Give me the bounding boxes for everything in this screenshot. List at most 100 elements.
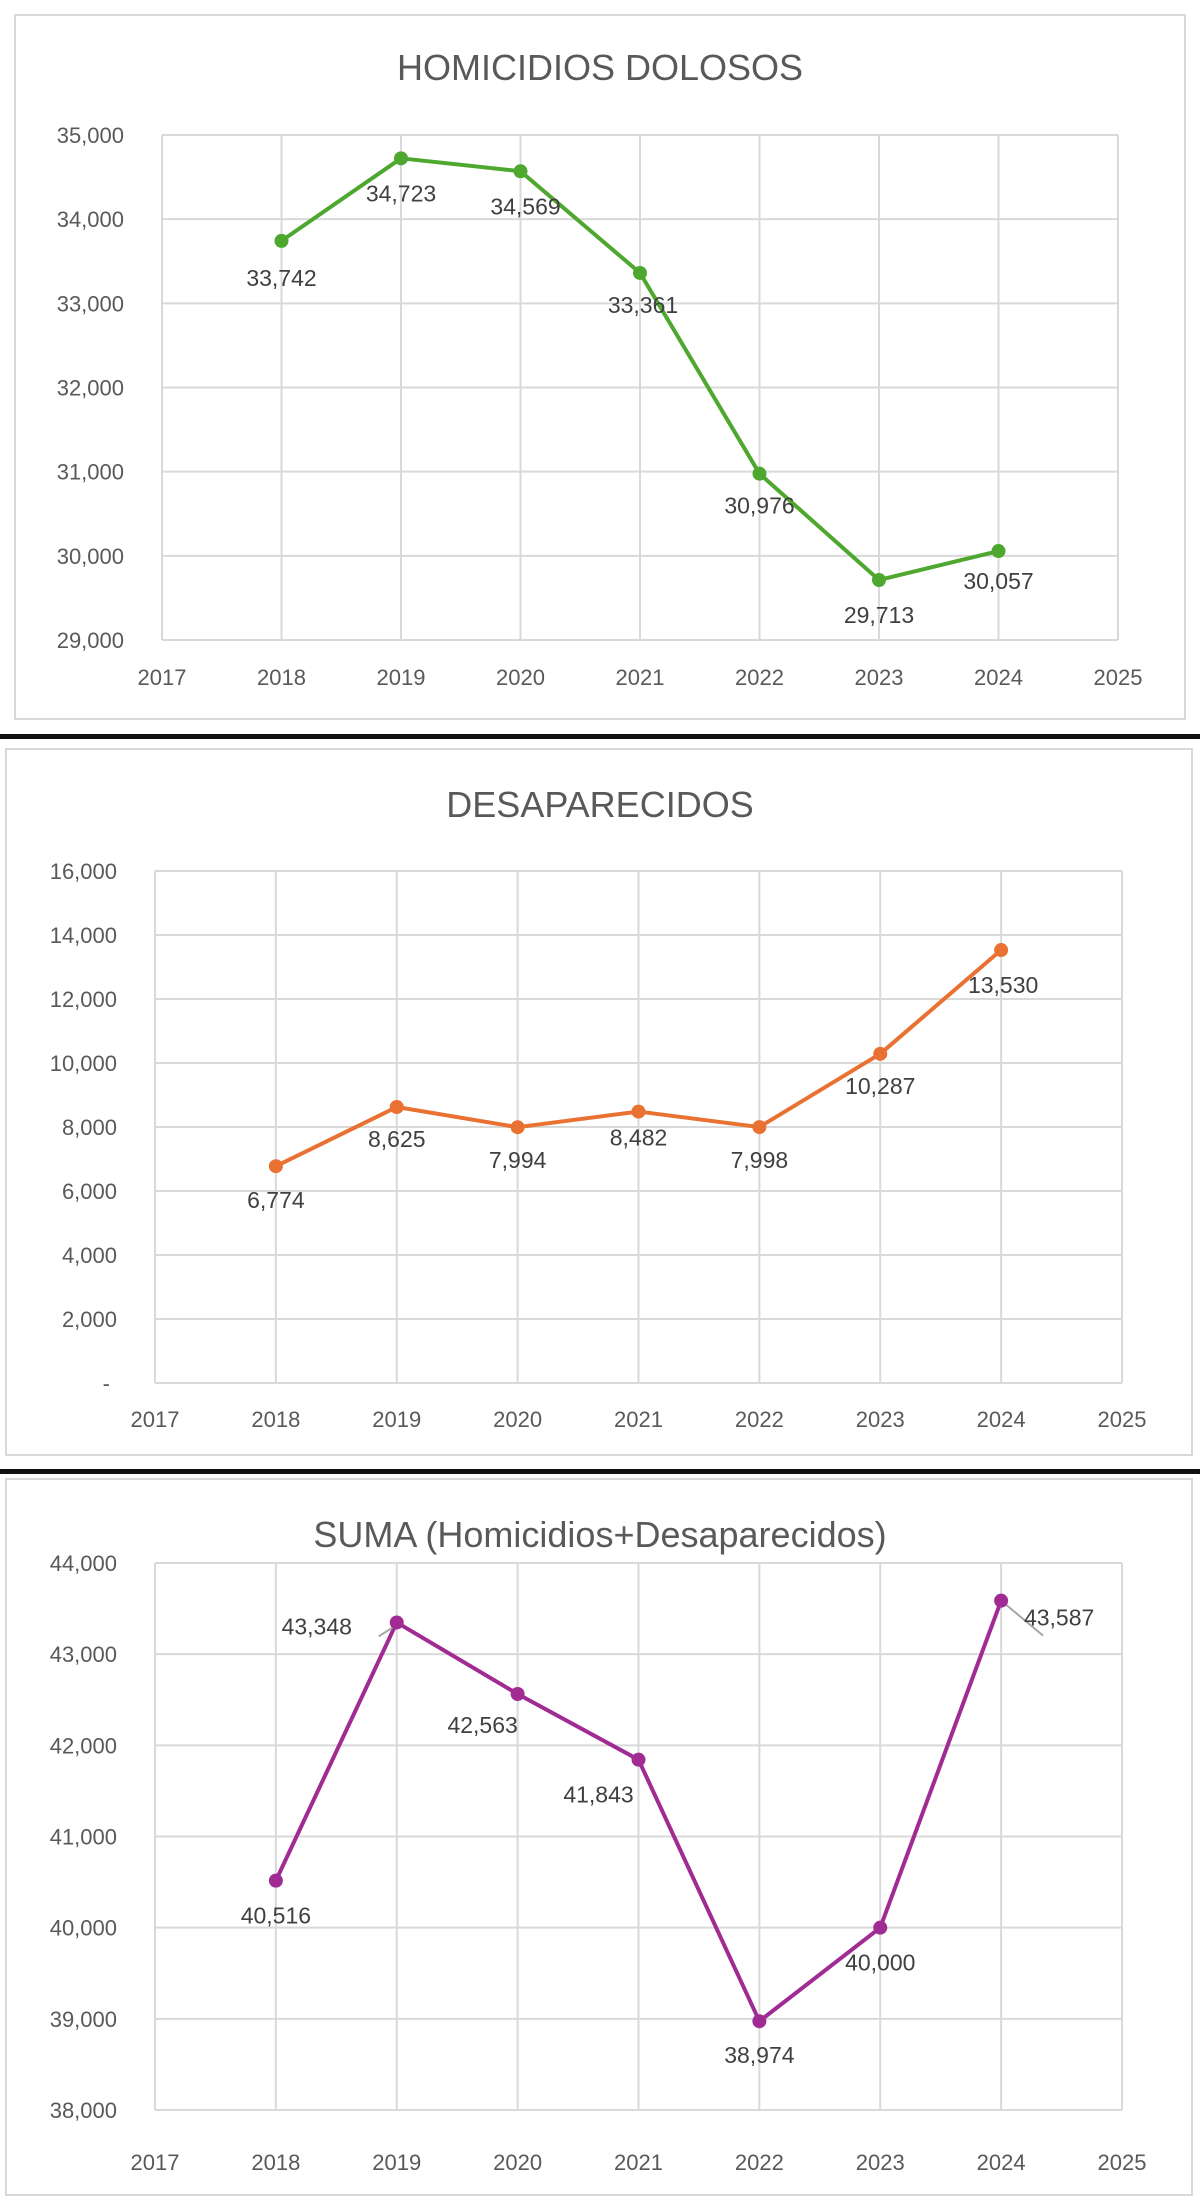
y-tick-label: 16,000 [50, 859, 117, 884]
x-tick-label: 2025 [1098, 2150, 1147, 2175]
x-tick-label: 2020 [493, 1407, 542, 1432]
y-tick-label: 30,000 [57, 544, 124, 569]
x-tick-label: 2023 [856, 1407, 905, 1432]
y-tick-label: 32,000 [57, 376, 124, 401]
data-point-marker [631, 1104, 646, 1119]
data-point-marker [268, 1159, 283, 1174]
data-point-marker [873, 1046, 888, 1061]
data-point-marker [394, 151, 408, 166]
data-label: 10,287 [845, 1073, 915, 1099]
data-point-marker [510, 1687, 525, 1702]
data-point-marker [268, 1873, 283, 1888]
y-tick-label: 38,000 [50, 2098, 117, 2123]
data-label: 6,774 [247, 1187, 305, 1213]
data-point-marker [752, 1120, 767, 1135]
x-tick-label: 2025 [1094, 665, 1143, 690]
leader-line [1000, 1599, 1044, 1637]
data-point-marker [994, 943, 1009, 958]
y-tick-label: 8,000 [62, 1115, 117, 1140]
x-tick-label: 2019 [372, 2150, 421, 2175]
x-tick-label: 2020 [493, 2150, 542, 2175]
data-label: 43,587 [1024, 1605, 1094, 1631]
y-tick-label: 33,000 [57, 291, 124, 316]
y-tick-label: 10,000 [50, 1051, 117, 1076]
x-tick-label: 2022 [735, 1407, 784, 1432]
x-tick-label: 2022 [735, 2150, 784, 2175]
y-tick-label: 35,000 [57, 123, 124, 148]
leader-line [378, 1626, 394, 1638]
chart-panel-desaparecidos [5, 748, 1193, 1456]
x-tick-label: 2021 [614, 1407, 663, 1432]
y-tick-label: 34,000 [57, 207, 124, 232]
y-tick-label: 14,000 [50, 923, 117, 948]
data-label: 42,563 [447, 1712, 517, 1738]
data-point-marker [752, 2014, 767, 2029]
data-label: 43,348 [282, 1613, 352, 1639]
x-tick-label: 2024 [977, 1407, 1026, 1432]
data-label: 8,625 [368, 1126, 426, 1152]
chart-title: SUMA (Homicidios+Desaparecidos) [313, 1514, 886, 1555]
separator-line [0, 1469, 1200, 1474]
data-label: 30,057 [963, 568, 1033, 594]
x-tick-label: 2017 [131, 2150, 180, 2175]
data-label: 8,482 [610, 1125, 668, 1151]
x-tick-label: 2025 [1098, 1407, 1147, 1432]
y-tick-label: 42,000 [50, 1733, 117, 1758]
x-tick-label: 2020 [496, 665, 545, 690]
data-label: 41,843 [563, 1782, 633, 1808]
data-label: 33,361 [608, 292, 678, 318]
data-point-marker [389, 1615, 404, 1630]
x-tick-label: 2021 [614, 2150, 663, 2175]
y-tick-label: 31,000 [57, 460, 124, 485]
data-point-marker [633, 265, 647, 280]
data-point-marker [994, 1593, 1009, 1608]
x-tick-label: 2022 [735, 665, 784, 690]
x-tick-label: 2018 [251, 2150, 300, 2175]
chart-title: DESAPARECIDOS [446, 784, 753, 825]
x-tick-label: 2018 [257, 665, 306, 690]
data-label: 34,723 [366, 180, 436, 206]
x-tick-label: 2018 [251, 1407, 300, 1432]
y-tick-label: 12,000 [50, 987, 117, 1012]
data-point-marker [873, 1920, 888, 1935]
x-tick-label: 2023 [855, 665, 904, 690]
x-tick-label: 2021 [616, 665, 665, 690]
x-tick-label: 2019 [372, 1407, 421, 1432]
x-tick-label: 2023 [856, 2150, 905, 2175]
data-point-marker [752, 466, 767, 481]
x-tick-label: 2017 [131, 1407, 180, 1432]
x-tick-label: 2017 [138, 665, 187, 690]
y-tick-label: 43,000 [50, 1642, 117, 1667]
data-point-marker [274, 233, 289, 248]
y-tick-label: - [103, 1371, 110, 1396]
y-tick-label: 40,000 [50, 1916, 117, 1941]
y-tick-label: 29,000 [57, 628, 124, 653]
data-label: 7,998 [731, 1147, 789, 1173]
y-tick-label: 44,000 [50, 1551, 117, 1576]
data-label: 29,713 [844, 602, 914, 628]
data-label: 30,976 [724, 493, 794, 519]
data-label: 34,569 [490, 193, 560, 219]
data-label: 7,994 [489, 1147, 547, 1173]
y-tick-label: 39,000 [50, 2007, 117, 2032]
data-label: 33,742 [246, 265, 316, 291]
x-tick-label: 2024 [974, 665, 1023, 690]
data-point-marker [510, 1120, 525, 1135]
data-label: 38,974 [724, 2042, 795, 2068]
x-tick-label: 2024 [977, 2150, 1026, 2175]
y-tick-label: 41,000 [50, 1825, 117, 1850]
y-tick-label: 2,000 [62, 1307, 117, 1332]
data-point-marker [513, 164, 528, 179]
data-point-marker [389, 1100, 404, 1114]
data-label: 13,530 [968, 972, 1038, 998]
data-point-marker [631, 1752, 646, 1767]
chart-panel-homicidios [14, 14, 1186, 720]
chart-title: HOMICIDIOS DOLOSOS [397, 47, 803, 88]
data-point-marker [872, 572, 886, 587]
data-point-marker [991, 544, 1006, 559]
x-tick-label: 2019 [377, 665, 426, 690]
y-tick-label: 4,000 [62, 1243, 117, 1268]
data-label: 40,000 [845, 1950, 915, 1976]
y-tick-label: 6,000 [62, 1179, 117, 1204]
